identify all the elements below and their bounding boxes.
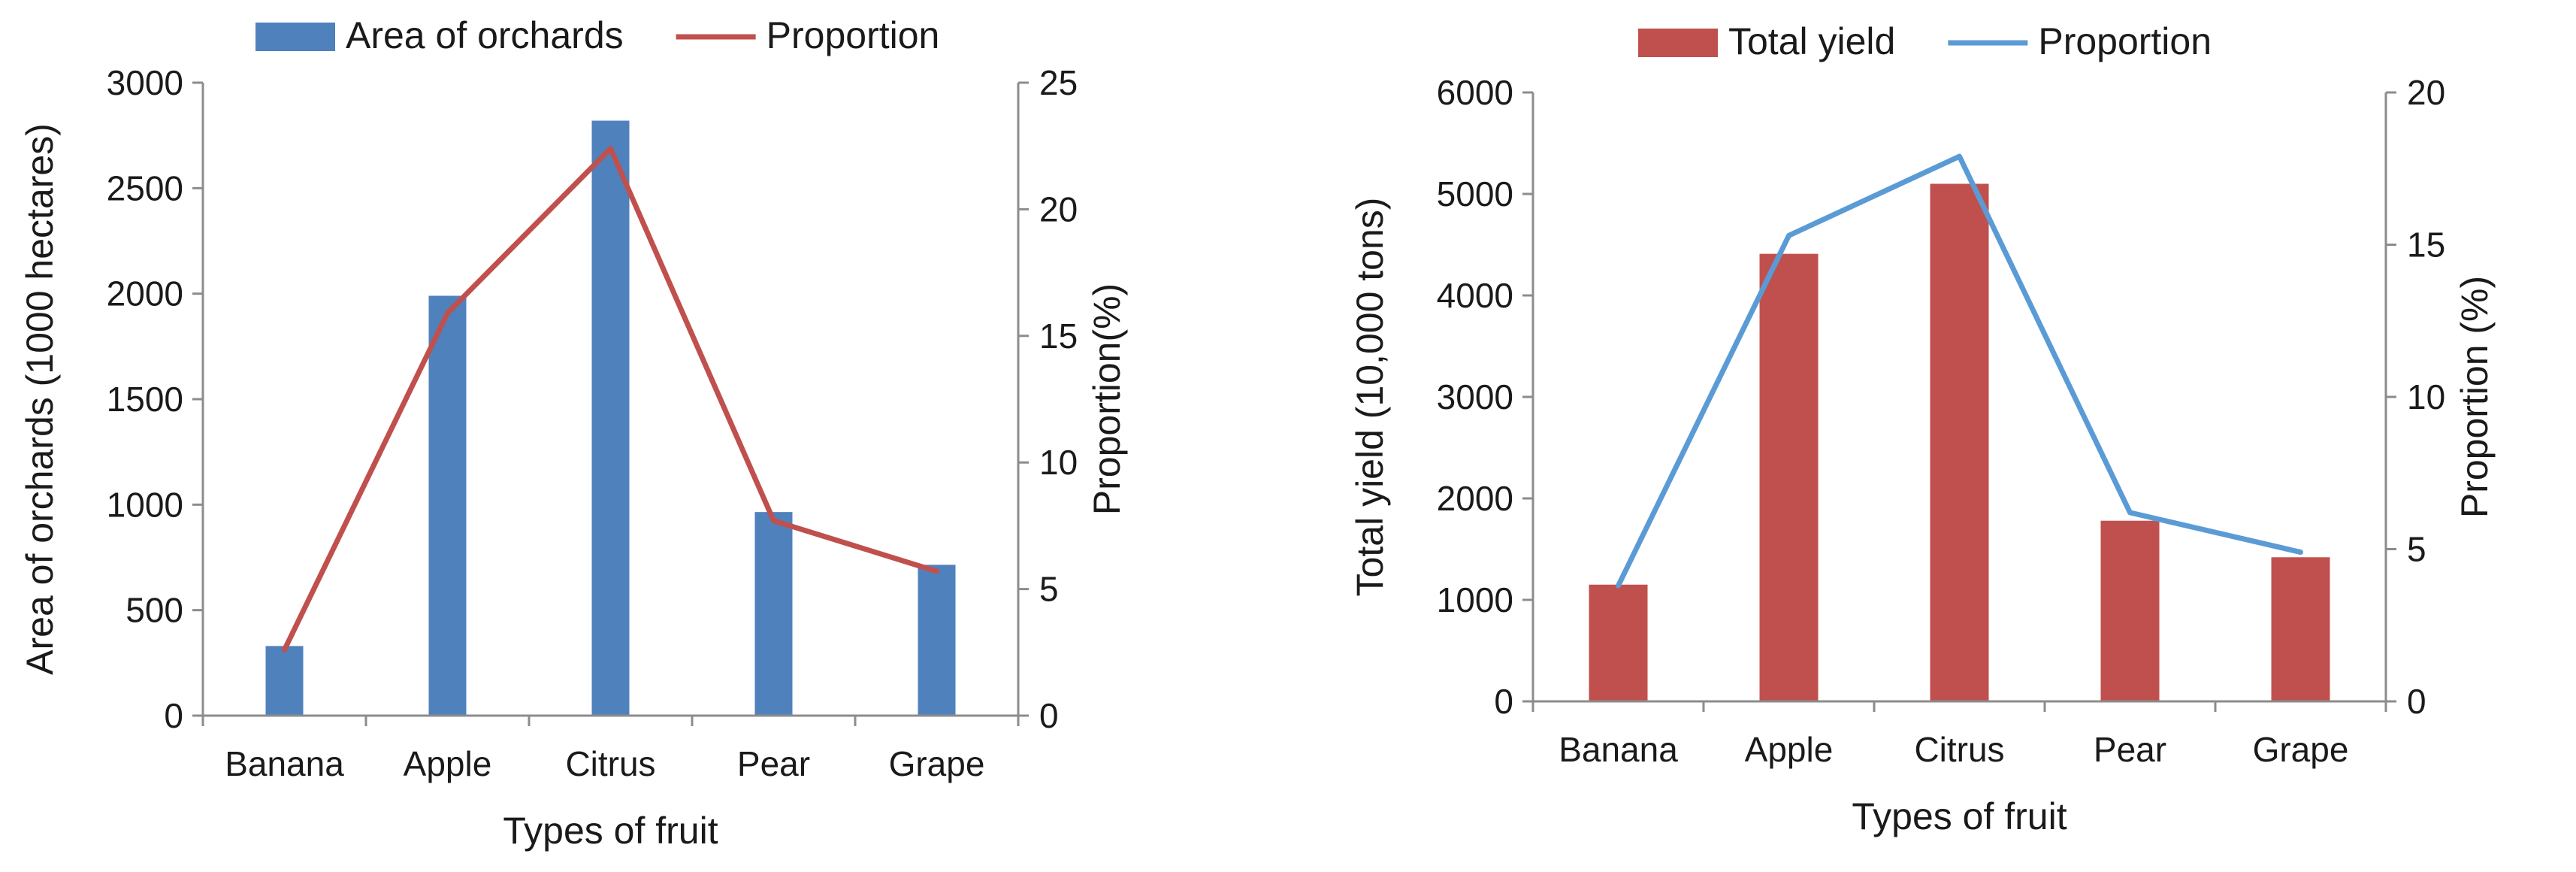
x-tick-label-citrus: Citrus xyxy=(1914,730,2004,769)
x-tick-label-apple: Apple xyxy=(404,744,492,783)
left-tick-label: 4000 xyxy=(1437,276,1513,315)
left-tick-label: 1000 xyxy=(1437,580,1513,619)
legend-label-line: Proportion xyxy=(766,14,940,56)
bar-citrus xyxy=(1930,183,1989,701)
right-tick-label: 20 xyxy=(2407,73,2445,112)
x-tick-label-citrus: Citrus xyxy=(565,744,655,783)
left-tick-label: 1500 xyxy=(107,380,183,419)
left-tick-label: 2000 xyxy=(107,274,183,313)
chart-total-yield: 0 1000 2000 3000 4000 5000 6000 0 5 10 15 20 Banana A… xyxy=(1349,20,2496,837)
x-tick-label-grape: Grape xyxy=(2253,730,2349,769)
x-tick-label-pear: Pear xyxy=(737,744,810,783)
x-axis-title: Types of fruit xyxy=(1852,795,2067,837)
left-tick-label: 3000 xyxy=(107,63,183,102)
bar-apple xyxy=(1759,253,1819,701)
bar-apple xyxy=(428,295,467,716)
x-tick-label-apple: Apple xyxy=(1745,730,1834,769)
legend-swatch-bar xyxy=(1638,29,1718,57)
left-tick-label: 5000 xyxy=(1437,174,1513,213)
legend: Area of orchards Proportion xyxy=(255,14,939,56)
y-axis-title: Total yield (10,000 tons) xyxy=(1349,198,1391,597)
x-tick-label-pear: Pear xyxy=(2094,730,2166,769)
right-tick-label: 0 xyxy=(1039,696,1059,735)
right-tick-label: 5 xyxy=(2407,530,2426,569)
legend-label-line: Proportion xyxy=(2038,20,2212,62)
bar-grape xyxy=(2271,557,2330,701)
right-tick-label: 15 xyxy=(1039,316,1078,356)
chart-area-of-orchards: 0 500 1000 1500 2000 2500 3000 0 5 10 15 20 25 Banana… xyxy=(19,14,1128,852)
y2-axis-title: Proportion(%) xyxy=(1086,283,1128,515)
right-tick-label: 15 xyxy=(2407,226,2445,265)
right-tick-label: 10 xyxy=(2407,377,2445,416)
bar-citrus xyxy=(591,120,630,716)
right-tick-label: 10 xyxy=(1039,443,1078,482)
legend-label-bar: Area of orchards xyxy=(346,14,624,56)
x-axis-title: Types of fruit xyxy=(503,810,718,852)
left-tick-label: 2000 xyxy=(1437,479,1513,518)
bar-grape xyxy=(918,565,956,716)
legend: Total yield Proportion xyxy=(1638,20,2212,62)
x-tick-label-grape: Grape xyxy=(889,744,985,783)
legend-label-bar: Total yield xyxy=(1728,20,1895,62)
left-tick-label: 6000 xyxy=(1437,73,1513,112)
left-tick-label: 0 xyxy=(164,696,183,735)
bar-banana xyxy=(1589,584,1648,701)
right-tick-label: 0 xyxy=(2407,682,2426,721)
right-tick-label: 25 xyxy=(1039,63,1078,102)
y-axis-title: Area of orchards (1000 hectares) xyxy=(19,123,61,675)
bar-pear xyxy=(754,512,793,716)
right-tick-label: 5 xyxy=(1039,570,1059,609)
left-tick-label: 3000 xyxy=(1437,377,1513,416)
left-tick-label: 500 xyxy=(125,591,183,630)
left-tick-label: 2500 xyxy=(107,168,183,207)
x-tick-label-banana: Banana xyxy=(1559,730,1678,769)
legend-swatch-bar xyxy=(255,23,335,51)
left-tick-label: 0 xyxy=(1494,682,1513,721)
bar-banana xyxy=(265,646,304,716)
left-tick-label: 1000 xyxy=(107,485,183,524)
y2-axis-title: Proportion (%) xyxy=(2454,276,2496,518)
right-tick-label: 20 xyxy=(1039,189,1078,229)
bar-pear xyxy=(2100,520,2160,701)
x-tick-label-banana: Banana xyxy=(225,744,344,783)
